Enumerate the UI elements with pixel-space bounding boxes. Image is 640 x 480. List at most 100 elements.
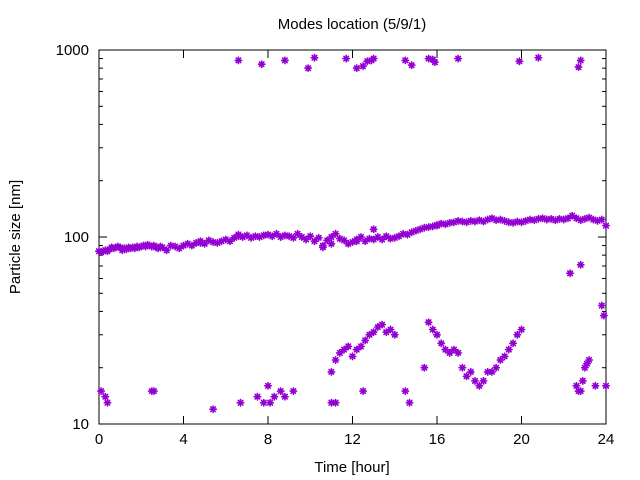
- data-point: [226, 237, 234, 246]
- data-point: [99, 247, 108, 256]
- data-point: [200, 239, 209, 248]
- data-point: [280, 56, 289, 65]
- data-point: [348, 238, 357, 246]
- data-point: [335, 348, 344, 357]
- data-point: [327, 367, 336, 376]
- data-point: [188, 241, 196, 250]
- data-point: [359, 387, 368, 396]
- data-point: [449, 345, 458, 354]
- data-point: [542, 215, 551, 224]
- data-point: [597, 301, 606, 310]
- data-point: [492, 363, 501, 372]
- data-point: [230, 233, 239, 242]
- data-point: [509, 218, 518, 227]
- data-point: [145, 241, 154, 250]
- data-point: [289, 387, 298, 396]
- data-point: [526, 215, 534, 224]
- data-point: [135, 243, 144, 252]
- data-point: [428, 222, 437, 231]
- data-point: [401, 387, 410, 396]
- x-axis-label: Time [hour]: [314, 459, 389, 476]
- data-point: [568, 211, 577, 220]
- data-point: [401, 56, 410, 65]
- data-point: [103, 398, 112, 407]
- data-point: [420, 223, 429, 232]
- data-point: [572, 214, 581, 223]
- data-point: [179, 241, 188, 250]
- x-tick-label: 8: [264, 431, 272, 448]
- data-point: [576, 216, 585, 225]
- data-point: [204, 236, 213, 245]
- data-point: [276, 387, 285, 396]
- data-point: [462, 372, 471, 381]
- data-point: [209, 238, 218, 246]
- data-point: [340, 345, 349, 354]
- data-point: [504, 218, 513, 227]
- data-point: [369, 225, 378, 234]
- data-point: [487, 367, 496, 376]
- data-point: [547, 214, 556, 223]
- data-point: [310, 237, 319, 246]
- data-point: [306, 232, 315, 241]
- data-point: [369, 54, 378, 63]
- data-point: [513, 330, 522, 339]
- data-point: [158, 243, 167, 252]
- data-point: [143, 240, 152, 249]
- data-point: [580, 363, 589, 372]
- data-point: [515, 57, 524, 66]
- data-point: [373, 323, 382, 331]
- data-point: [272, 229, 281, 238]
- data-point: [538, 214, 547, 223]
- data-point: [555, 214, 564, 223]
- data-point: [149, 387, 158, 396]
- data-point: [593, 216, 602, 225]
- data-point: [534, 214, 543, 223]
- data-point: [466, 216, 475, 225]
- data-point: [276, 233, 285, 241]
- data-point: [259, 231, 268, 240]
- data-point: [424, 223, 433, 232]
- data-point: [156, 242, 165, 251]
- data-point: [234, 56, 243, 65]
- data-point: [517, 325, 526, 334]
- data-point: [331, 356, 340, 364]
- data-point: [407, 228, 416, 237]
- data-point: [424, 54, 433, 63]
- data-point: [576, 260, 585, 269]
- data-point: [280, 231, 289, 240]
- data-point: [483, 367, 492, 376]
- data-point: [462, 218, 471, 227]
- data-point: [266, 398, 275, 407]
- data-point: [97, 387, 106, 396]
- data-point: [162, 246, 171, 255]
- data-point: [411, 226, 420, 235]
- data-point: [331, 398, 340, 407]
- data-point: [352, 345, 361, 354]
- data-point: [352, 237, 361, 246]
- data-point: [454, 216, 463, 225]
- data-point: [471, 217, 479, 226]
- x-tick-label: 4: [179, 431, 187, 448]
- data-point: [171, 242, 180, 251]
- data-point: [213, 238, 222, 247]
- data-point: [559, 215, 568, 224]
- data-point: [599, 311, 608, 320]
- data-point: [209, 405, 218, 414]
- data-point: [139, 241, 148, 250]
- data-point: [344, 342, 353, 351]
- x-tick-label: 0: [95, 431, 103, 448]
- data-point: [124, 243, 133, 252]
- data-point: [504, 345, 513, 354]
- data-point: [327, 233, 336, 241]
- data-point: [420, 363, 429, 372]
- data-point: [458, 217, 467, 226]
- data-point: [196, 238, 205, 247]
- data-point: [133, 242, 141, 251]
- data-point: [152, 243, 160, 252]
- data-point: [257, 60, 266, 69]
- data-point: [585, 213, 594, 222]
- data-point: [445, 218, 454, 227]
- data-point: [327, 239, 336, 248]
- data-point: [120, 244, 129, 253]
